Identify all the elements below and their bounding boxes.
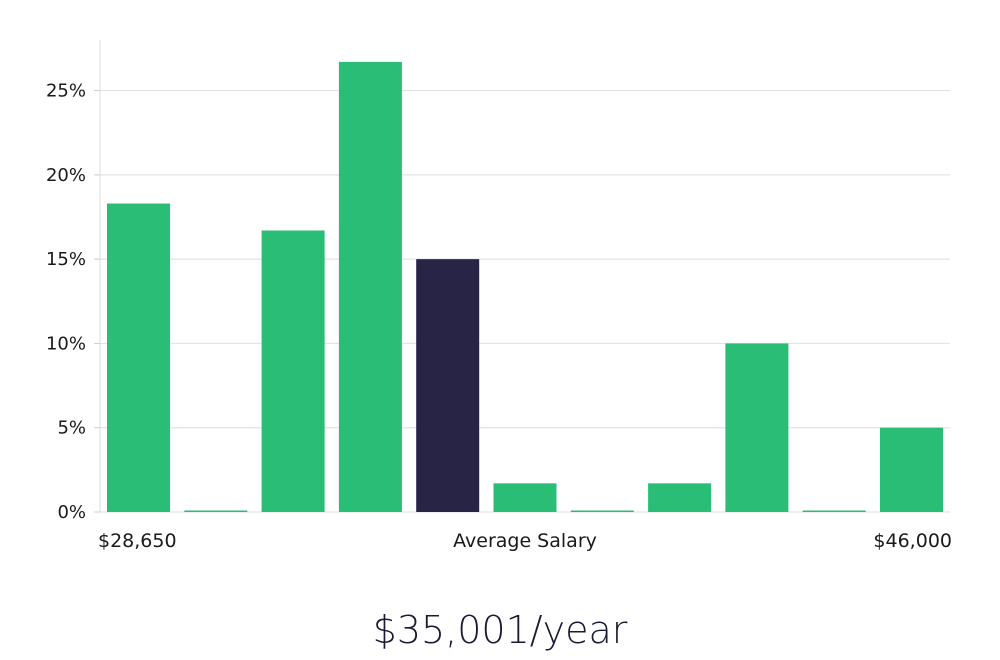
bar [107,203,170,512]
bar [493,483,557,512]
bar [184,510,248,512]
bar [802,510,866,512]
x-min-label: $28,650 [98,530,177,552]
bar [570,510,634,512]
y-tick-label: 25% [46,81,86,102]
y-tick-labels: 0% 5% 10% 15% 20% 25% [46,81,86,523]
x-center-label: Average Salary [453,530,597,552]
y-tick-label: 5% [57,418,86,439]
salary-histogram: 0%5%10%15%20%25% $28,650 Average Salary … [46,40,952,552]
x-max-label: $46,000 [873,530,952,552]
bar [880,427,943,512]
gridlines [94,89,950,513]
y-tick-label: 20% [46,165,86,186]
y-tick-label: 15% [46,249,86,270]
y-tick-label: 0% [57,502,86,523]
bars [107,61,943,513]
highlighted-bar [416,259,480,512]
bar [338,61,402,513]
y-tick-label: 10% [46,333,86,354]
bar [261,230,325,512]
average-salary-headline: $35,001/year [372,608,628,652]
bar [725,343,789,512]
bar [648,483,712,512]
